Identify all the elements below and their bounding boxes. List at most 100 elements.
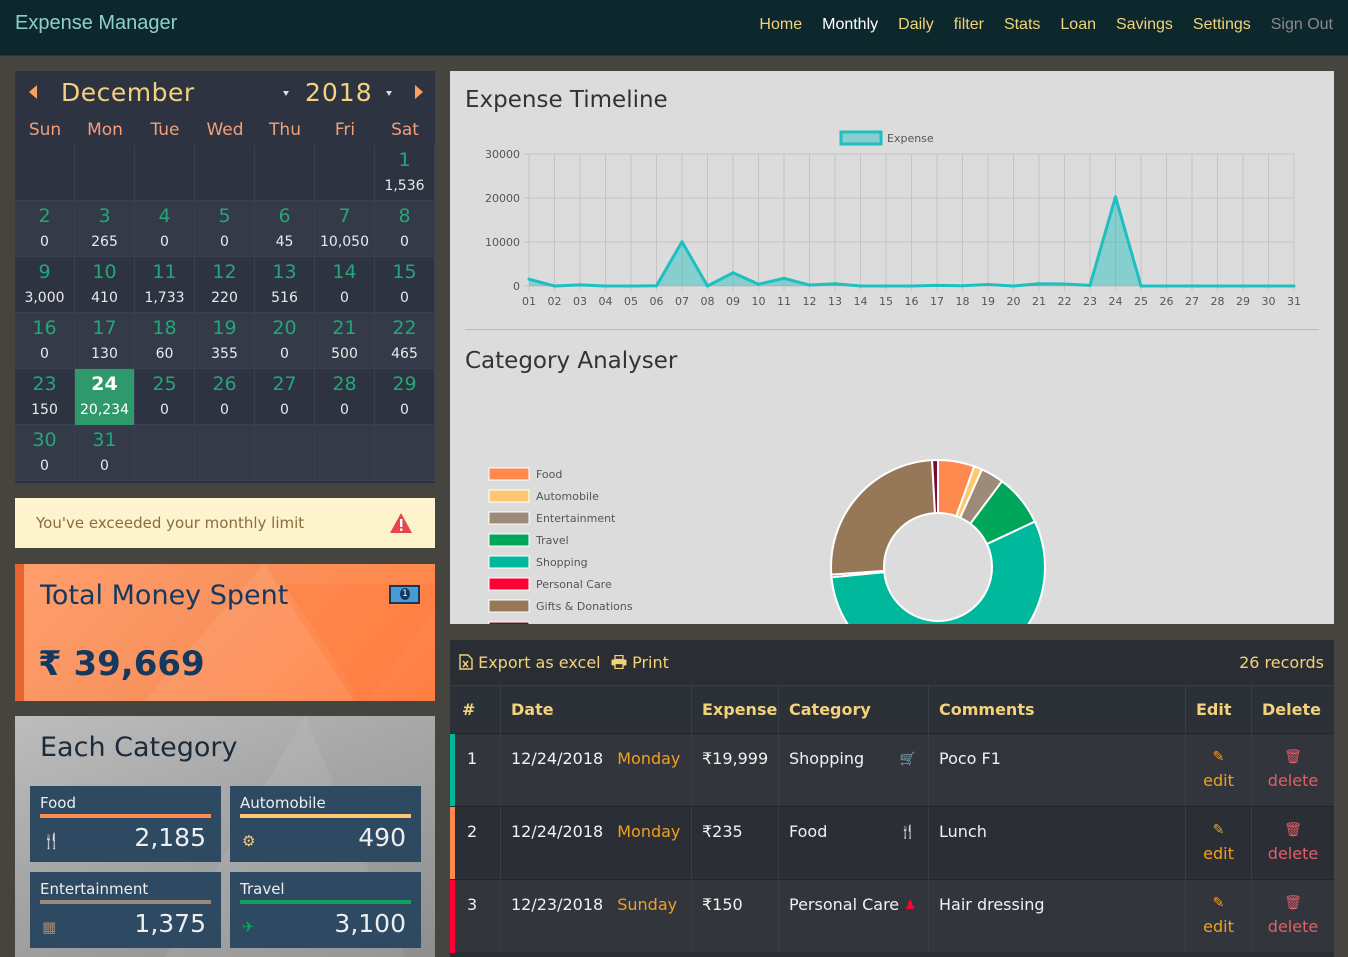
calendar-day[interactable]: 18 60 (135, 313, 195, 369)
data-point (1267, 284, 1270, 288)
nav-monthly[interactable]: Monthly (822, 16, 879, 33)
calendar-day[interactable]: 6 45 (255, 201, 315, 257)
calendar-day[interactable]: 1 1,536 (375, 145, 435, 201)
category-amount: 3,100 (334, 909, 406, 938)
nav-daily[interactable]: Daily (898, 16, 934, 33)
legend-label: Food (536, 468, 562, 481)
calendar-day[interactable]: 9 3,000 (15, 257, 75, 313)
nav-savings[interactable]: Savings (1116, 16, 1173, 33)
person-icon: ♟ (904, 898, 916, 913)
calendar-day[interactable]: 13 516 (255, 257, 315, 313)
delete-button[interactable]: 🗑 delete (1252, 807, 1334, 880)
data-point (1063, 282, 1066, 286)
calendar-day[interactable]: 30 0 (15, 425, 75, 481)
day-number: 7 (338, 205, 351, 227)
nav-loan[interactable]: Loan (1060, 16, 1096, 33)
trash-icon: 🗑 (1284, 749, 1302, 765)
delete-label: delete (1267, 844, 1319, 863)
next-month-icon[interactable] (415, 85, 423, 99)
category-card-food[interactable]: Food 🍴 2,185 (30, 786, 221, 862)
delete-button[interactable]: 🗑 delete (1252, 880, 1334, 953)
header-date[interactable]: Date (501, 686, 692, 734)
calendar-day[interactable]: 25 0 (135, 369, 195, 425)
calendar-day[interactable]: 31 0 (75, 425, 135, 481)
table-header: # Date Expense Category Comments Edit De… (450, 685, 1334, 734)
calendar-day[interactable]: 29 0 (375, 369, 435, 425)
nav-settings[interactable]: Settings (1192, 16, 1251, 33)
print-button[interactable]: Print (611, 653, 669, 672)
calendar-day[interactable]: 26 0 (195, 369, 255, 425)
calendar-day[interactable]: 27 0 (255, 369, 315, 425)
x-tick-label: 05 (624, 295, 638, 308)
calendar-day[interactable]: 28 0 (315, 369, 375, 425)
app-title[interactable]: Expense Manager (15, 12, 178, 34)
day-number (135, 425, 194, 453)
month-caret-icon[interactable] (283, 91, 289, 96)
month-select[interactable]: December (61, 78, 195, 107)
calendar-day[interactable]: 14 0 (315, 257, 375, 313)
calendar-day[interactable]: 24 20,234 (75, 369, 135, 425)
day-total: 0 (280, 346, 289, 362)
legend-label: Travel (535, 534, 569, 547)
nav-sign-out[interactable]: Sign Out (1270, 16, 1333, 33)
category-card-entertainment[interactable]: Entertainment ▦ 1,375 (30, 872, 221, 948)
header-delete[interactable]: Delete (1262, 700, 1321, 719)
nav-stats[interactable]: Stats (1003, 16, 1041, 33)
calendar-empty-cell (135, 425, 195, 481)
calendar-day[interactable]: 19 355 (195, 313, 255, 369)
table-row[interactable]: 3 12/23/2018 Sunday ₹150 Personal Care ♟ Hair … (450, 879, 1334, 953)
x-tick-label: 23 (1083, 295, 1097, 308)
table-row[interactable]: 1 12/24/2018 Monday ₹19,999 Shopping 🛒 Poco F1… (450, 733, 1334, 807)
calendar-day[interactable]: 21 500 (315, 313, 375, 369)
calendar-day[interactable]: 15 0 (375, 257, 435, 313)
table-row[interactable]: 2 12/24/2018 Monday ₹235 Food 🍴 Lunch ✎ edit 🗑 del… (450, 806, 1334, 880)
header-num[interactable]: # (450, 686, 501, 734)
calendar-day[interactable]: 17 130 (75, 313, 135, 369)
day-total (255, 173, 314, 201)
legend-swatch (488, 467, 530, 481)
legend-swatch (488, 599, 530, 613)
header-expense[interactable]: Expense (692, 686, 779, 734)
edit-button[interactable]: ✎ edit (1186, 734, 1252, 807)
edit-button[interactable]: ✎ edit (1186, 807, 1252, 880)
year-caret-icon[interactable] (386, 91, 392, 96)
trash-icon: 🗑 (1284, 822, 1302, 838)
category-bar (40, 814, 211, 818)
day-total (195, 453, 254, 481)
calendar-empty-cell (15, 145, 75, 201)
calendar-day[interactable]: 16 0 (15, 313, 75, 369)
calendar-day[interactable]: 12 220 (195, 257, 255, 313)
legend-swatch (488, 555, 530, 569)
prev-month-icon[interactable] (29, 85, 37, 99)
calendar-day[interactable]: 3 265 (75, 201, 135, 257)
calendar-day[interactable]: 23 150 (15, 369, 75, 425)
calendar-day[interactable]: 22 465 (375, 313, 435, 369)
x-tick-label: 09 (726, 295, 740, 308)
nav-filter[interactable]: filter (953, 16, 984, 33)
x-tick-label: 11 (777, 295, 791, 308)
row-date-cell: 12/23/2018 Sunday (501, 880, 692, 953)
calendar-day[interactable]: 7 10,050 (315, 201, 375, 257)
calendar-day[interactable]: 20 0 (255, 313, 315, 369)
category-card-automobile[interactable]: Automobile ⚙ 490 (230, 786, 421, 862)
calendar-day[interactable]: 10 410 (75, 257, 135, 313)
delete-button[interactable]: 🗑 delete (1252, 734, 1334, 807)
weekday-label: Fri (334, 120, 356, 140)
header-comments[interactable]: Comments (929, 686, 1186, 734)
x-tick-label: 28 (1211, 295, 1225, 308)
edit-button[interactable]: ✎ edit (1186, 880, 1252, 953)
calendar-day[interactable]: 11 1,733 (135, 257, 195, 313)
x-tick-label: 16 (905, 295, 919, 308)
header-category[interactable]: Category (779, 686, 929, 734)
data-point (1216, 284, 1219, 288)
data-point (859, 284, 862, 288)
header-edit[interactable]: Edit (1186, 686, 1252, 734)
year-select[interactable]: 2018 (305, 78, 373, 107)
category-card-travel[interactable]: Travel ✈ 3,100 (230, 872, 421, 948)
export-excel-button[interactable]: Export as excel (459, 653, 601, 672)
nav-home[interactable]: Home (759, 16, 803, 33)
